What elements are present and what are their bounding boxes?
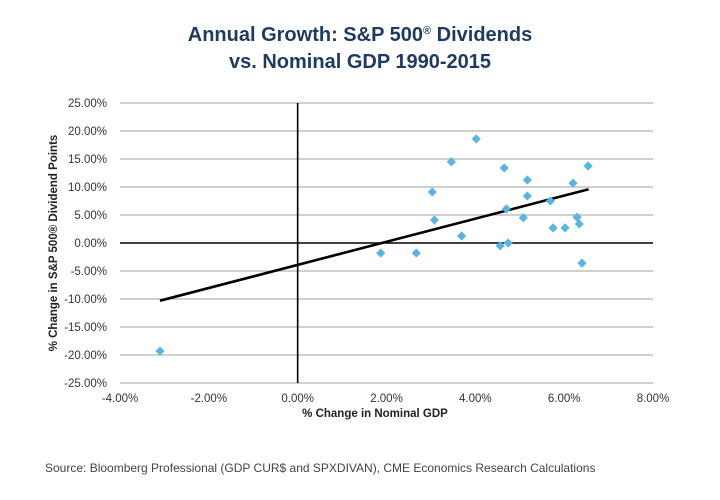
- chart-title: Annual Growth: S&P 500® Dividends vs. No…: [0, 18, 720, 76]
- data-point: [411, 248, 421, 258]
- data-point: [560, 223, 570, 233]
- y-tick-label: -10.00%: [64, 294, 107, 306]
- x-axis-label: % Change in Nominal GDP: [302, 408, 448, 420]
- data-point: [518, 213, 528, 223]
- y-tick-label: -15.00%: [64, 322, 107, 334]
- x-tick-label: 6.00%: [548, 393, 581, 405]
- gridlines: [120, 102, 653, 384]
- data-point: [471, 134, 481, 144]
- y-tick-label: 0.00%: [74, 238, 107, 250]
- data-point: [499, 163, 509, 173]
- data-point: [427, 187, 437, 197]
- data-point: [522, 175, 532, 185]
- y-tick-label: -25.00%: [64, 378, 107, 390]
- data-point: [376, 248, 386, 258]
- data-point: [429, 215, 440, 225]
- source-note: Source: Bloomberg Professional (GDP CUR$…: [45, 461, 596, 475]
- data-point: [501, 204, 512, 214]
- data-point: [446, 157, 456, 167]
- x-tick-label: 4.00%: [459, 393, 492, 405]
- y-tick-label: 20.00%: [68, 126, 107, 138]
- y-tick-label: 5.00%: [74, 210, 107, 222]
- y-tick-label: 25.00%: [68, 98, 107, 110]
- x-tick-label: -4.00%: [102, 393, 138, 405]
- data-point: [583, 161, 593, 171]
- x-tick-label: 8.00%: [637, 393, 670, 405]
- data-point: [545, 196, 555, 206]
- data-point: [577, 258, 587, 268]
- y-axis-label: % Change in S&P 500® Dividend Points: [48, 135, 60, 352]
- x-tick-label: -2.00%: [191, 393, 227, 405]
- data-point: [568, 178, 578, 188]
- chart-title-line2: vs. Nominal GDP 1990-2015: [229, 51, 491, 73]
- trendline: [159, 187, 589, 302]
- data-point: [456, 231, 467, 241]
- data-point: [572, 212, 582, 222]
- y-tick-label: -20.00%: [64, 350, 107, 362]
- data-point: [548, 223, 558, 233]
- data-point: [574, 219, 584, 229]
- x-tick-labels: -4.00% -2.00% 0.00% 2.00% 4.00% 6.00% 8.00%: [102, 393, 670, 405]
- x-tick-label: 0.00%: [281, 393, 314, 405]
- data-point: [495, 241, 505, 251]
- y-tick-label: 15.00%: [68, 154, 107, 166]
- x-tick-label: 2.00%: [370, 393, 403, 405]
- data-point: [503, 238, 513, 248]
- y-tick-label: 10.00%: [68, 182, 107, 194]
- data-point: [155, 346, 165, 356]
- chart-title-line1: Annual Growth: S&P 500® Dividends: [187, 24, 533, 46]
- y-tick-labels: 25.00% 20.00% 15.00% 10.00% 5.00% 0.00% -5.00%…: [64, 98, 107, 390]
- y-tick-label: -5.00%: [71, 266, 107, 278]
- data-points: [155, 134, 593, 356]
- trendline-group: [159, 187, 589, 302]
- data-point: [522, 191, 532, 201]
